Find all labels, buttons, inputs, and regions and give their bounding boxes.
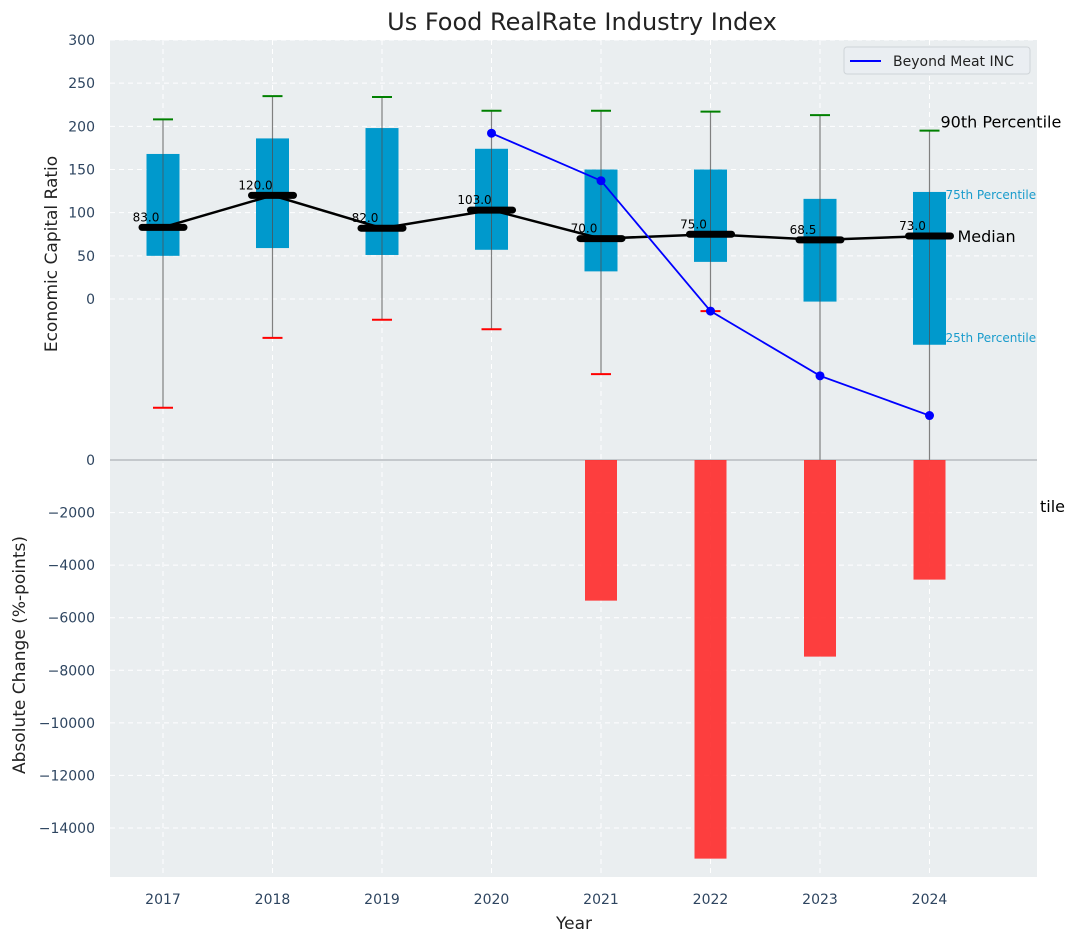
x-tick-label: 2024 [912, 892, 948, 908]
y-tick-bottom: −10000 [39, 716, 95, 732]
x-tick-label: 2018 [255, 892, 291, 908]
chart-title: Us Food RealRate Industry Index [387, 8, 777, 36]
y-tick-top: 250 [68, 76, 95, 92]
y-tick-bottom: −6000 [48, 611, 95, 627]
y-axis-label-bottom: Absolute Change (%-points) [10, 536, 30, 774]
legend-box [843, 46, 1031, 75]
series-point-beyond-meat [487, 128, 496, 138]
x-tick-label: 2023 [802, 892, 838, 908]
change-bar-2022 [694, 460, 727, 859]
median-value-label: 103.0 [457, 193, 491, 207]
x-tick-label: 2022 [693, 892, 729, 908]
x-tick-label: 2021 [583, 892, 619, 908]
median-value-label: 82.0 [352, 211, 379, 225]
legend-label: Beyond Meat INC [893, 54, 1014, 70]
plot-background [110, 40, 1037, 877]
annotation-75th-percentile: 75th Percentile [946, 188, 1037, 202]
y-tick-top: 200 [68, 119, 95, 135]
series-point-beyond-meat [925, 411, 934, 421]
x-tick-label: 2019 [364, 892, 400, 908]
y-axis-label-top: Economic Capital Ratio [42, 156, 62, 352]
series-point-beyond-meat [596, 176, 606, 186]
annotation-10th-percentile-clipped: tile [1040, 497, 1065, 516]
x-axis-label: Year [555, 914, 592, 934]
y-tick-bottom: −14000 [39, 821, 95, 837]
y-tick-top: 50 [77, 249, 95, 265]
median-value-label: 120.0 [238, 178, 272, 192]
y-tick-top: 150 [68, 163, 95, 179]
series-point-beyond-meat [815, 371, 825, 381]
annotation-median: Median [958, 227, 1016, 246]
change-bar-2023 [804, 460, 836, 657]
y-tick-bottom: −4000 [48, 558, 95, 574]
median-value-label: 75.0 [680, 217, 707, 231]
y-tick-bottom: −8000 [48, 663, 95, 679]
change-bar-2021 [585, 460, 617, 601]
annotation-25th-percentile: 25th Percentile [946, 331, 1037, 345]
y-tick-bottom: 0 [86, 453, 95, 469]
median-value-label: 83.0 [133, 210, 160, 224]
series-point-beyond-meat [706, 306, 715, 316]
change-bar-2024 [913, 460, 946, 580]
median-value-label: 68.5 [790, 223, 817, 237]
annotation-90th-percentile: 90th Percentile [941, 113, 1062, 132]
median-value-label: 70.0 [571, 222, 598, 236]
y-tick-top: 300 [68, 33, 95, 49]
y-tick-bottom: −12000 [39, 768, 95, 784]
y-tick-top: 0 [86, 292, 95, 308]
median-value-label: 73.0 [899, 219, 926, 233]
x-tick-label: 2020 [474, 892, 510, 908]
y-tick-top: 100 [68, 206, 95, 222]
y-tick-bottom: −2000 [48, 506, 95, 522]
x-tick-label: 2017 [145, 892, 181, 908]
plot-area: 0 50 100 150 200 250 300 0 −2000 −4000 −6000 −8000 −… [39, 33, 1065, 908]
